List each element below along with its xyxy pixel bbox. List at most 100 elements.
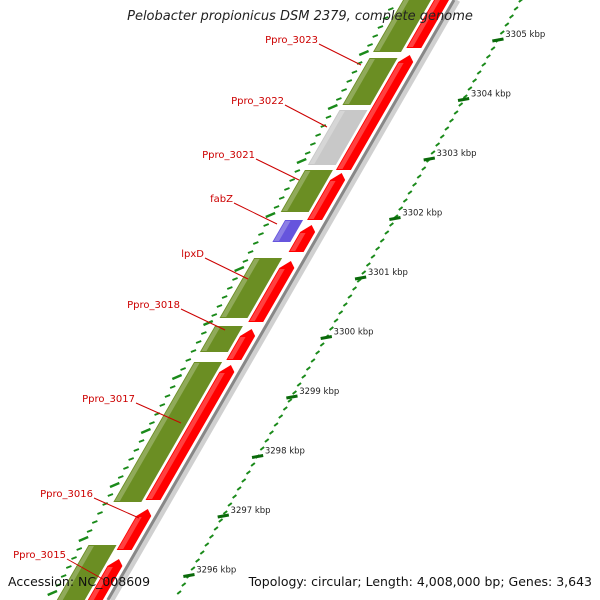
inner-tick-track bbox=[47, 7, 394, 597]
gene-leader-line bbox=[318, 43, 362, 66]
gene-box-6 bbox=[199, 326, 243, 352]
scale-major-tick bbox=[217, 513, 230, 519]
backbone-shadow bbox=[107, 0, 461, 600]
scale-dot bbox=[232, 494, 238, 499]
scale-dot bbox=[319, 342, 325, 347]
scale-dot bbox=[435, 142, 441, 147]
scale-dot bbox=[453, 110, 459, 115]
scale-dot bbox=[375, 246, 381, 251]
scale-dot bbox=[370, 254, 376, 259]
gene-box-7 bbox=[113, 362, 223, 502]
gene-leader-line bbox=[180, 308, 226, 331]
cds-arrow-highlight-1 bbox=[337, 63, 404, 169]
scale-dot bbox=[338, 310, 344, 315]
inner-tick bbox=[202, 319, 214, 327]
inner-tick bbox=[180, 367, 187, 371]
gene-label: Ppro_3016 bbox=[40, 489, 93, 500]
scale-dot bbox=[508, 14, 514, 19]
inner-tick bbox=[234, 265, 245, 273]
inner-tick bbox=[387, 7, 394, 11]
gene-track bbox=[56, 0, 432, 600]
scale-dot bbox=[416, 174, 422, 179]
scale-tick-label: 3305 kbp bbox=[505, 30, 545, 40]
inner-tick bbox=[221, 295, 228, 299]
gene-box-5 bbox=[219, 258, 283, 318]
gene-box-highlight-6 bbox=[201, 327, 221, 351]
inner-tick bbox=[200, 331, 207, 335]
scale-dot bbox=[379, 238, 385, 243]
scale-track: 3305 kbp 3304 kbp 3303 kbp 3302 kbp 3301 kbp… bbox=[176, 0, 545, 595]
gene-box-8 bbox=[56, 545, 117, 600]
cds-track bbox=[87, 0, 450, 600]
scale-dot bbox=[407, 190, 413, 195]
inner-tick bbox=[65, 565, 72, 569]
inner-tick bbox=[304, 151, 311, 155]
cds-arrow-1 bbox=[335, 55, 414, 170]
scale-dot bbox=[342, 302, 348, 307]
cds-arrow-highlight-0 bbox=[407, 0, 441, 47]
cds-arrow-highlight-6 bbox=[147, 373, 225, 499]
inner-tick bbox=[164, 394, 171, 398]
inner-tick bbox=[372, 34, 379, 38]
inner-tick bbox=[273, 205, 280, 209]
inner-tick bbox=[278, 196, 285, 200]
inner-tick bbox=[169, 385, 176, 389]
cds-arrow-highlight-3 bbox=[290, 233, 306, 251]
gene-label: Ppro_3015 bbox=[13, 550, 66, 561]
scale-dot bbox=[204, 542, 210, 547]
gene-box-highlight-0 bbox=[374, 0, 410, 51]
inner-tick bbox=[55, 583, 62, 587]
inner-tick bbox=[190, 349, 197, 353]
scale-dot bbox=[218, 518, 224, 523]
gene-label-layer: Ppro_3023 Ppro_3022 Ppro_3021 fabZ lpxD Ppro_… bbox=[13, 35, 362, 583]
inner-tick bbox=[377, 25, 384, 29]
gene-leader-line bbox=[255, 158, 300, 181]
scale-dot bbox=[361, 270, 367, 275]
cds-arrow-2 bbox=[307, 173, 346, 220]
inner-tick bbox=[138, 439, 145, 443]
gene-box-1 bbox=[342, 58, 398, 105]
scale-dot bbox=[213, 526, 219, 531]
inner-tick bbox=[341, 88, 348, 92]
gene-box-4 bbox=[272, 220, 304, 242]
gene-leader-line bbox=[284, 104, 328, 128]
cds-arrow-highlight-7 bbox=[118, 517, 142, 549]
gene-label: lpxD bbox=[181, 249, 204, 260]
cds-arrow-highlight-5 bbox=[227, 337, 246, 359]
inner-tick bbox=[76, 547, 83, 551]
cds-arrow-8 bbox=[87, 559, 123, 600]
scale-dot bbox=[328, 326, 334, 331]
scale-tick-label: 3297 kbp bbox=[231, 506, 271, 516]
scale-dot bbox=[199, 550, 205, 555]
inner-tick bbox=[133, 448, 140, 452]
inner-tick bbox=[284, 187, 290, 191]
inner-tick bbox=[294, 169, 301, 173]
gene-box-highlight-7 bbox=[114, 363, 200, 501]
scale-dot bbox=[259, 446, 265, 451]
inner-tick bbox=[265, 211, 276, 219]
scale-major-tick bbox=[492, 37, 504, 43]
map-title: Pelobacter propionicus DSM 2379, complet… bbox=[127, 9, 473, 24]
cds-arrow-highlight-4 bbox=[249, 269, 285, 321]
inner-tick bbox=[296, 157, 307, 165]
inner-tick bbox=[320, 124, 327, 128]
scale-tick-label: 3303 kbp bbox=[437, 149, 477, 159]
scale-dot bbox=[190, 566, 196, 571]
gene-leader-line bbox=[66, 558, 109, 583]
inner-tick bbox=[86, 529, 93, 533]
inner-tick bbox=[107, 493, 114, 497]
inner-tick bbox=[358, 49, 370, 57]
genome-summary-text: Topology: circular; Length: 4,008,000 bp… bbox=[248, 574, 592, 589]
gene-box-highlight-2 bbox=[309, 111, 345, 164]
inner-tick bbox=[289, 178, 296, 182]
scale-dot bbox=[181, 582, 187, 587]
scale-dot bbox=[333, 318, 339, 323]
scale-dot bbox=[513, 6, 519, 11]
gene-box-0 bbox=[372, 0, 432, 52]
scale-dot bbox=[278, 414, 284, 419]
inner-tick bbox=[216, 304, 223, 308]
scale-dot bbox=[402, 198, 408, 203]
inner-tick bbox=[327, 103, 338, 111]
inner-tick bbox=[346, 79, 353, 83]
gene-label: Ppro_3021 bbox=[202, 150, 255, 161]
